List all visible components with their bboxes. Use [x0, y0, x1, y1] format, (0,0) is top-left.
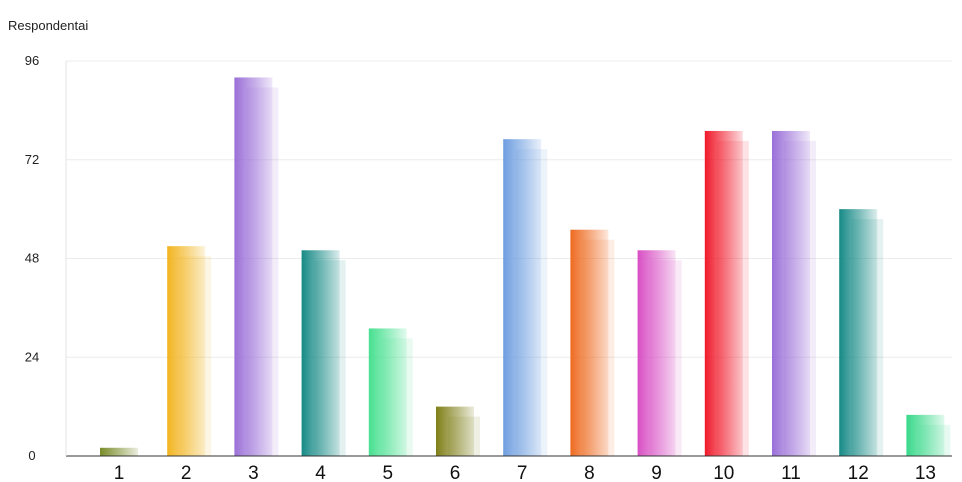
y-axis-title: Respondentai	[8, 18, 88, 33]
bar	[906, 414, 945, 456]
bar	[839, 209, 878, 456]
bar	[503, 139, 542, 457]
x-tick-label: 9	[651, 463, 662, 482]
bar	[167, 246, 206, 456]
y-tick-label: 96	[25, 53, 39, 68]
x-tick-labels: 1 2 3 4 5 6 7 8 9 10 11 12 13	[114, 463, 936, 482]
x-tick-label: 12	[848, 463, 869, 482]
x-tick-label: 4	[315, 463, 326, 482]
x-tick-label: 3	[248, 463, 259, 482]
bar	[234, 77, 273, 456]
bar	[570, 229, 609, 456]
x-tick-label: 7	[517, 463, 528, 482]
x-tick-label: 1	[114, 463, 125, 482]
x-tick-label: 2	[181, 463, 192, 482]
bar	[100, 447, 138, 456]
y-tick-label: 24	[25, 349, 39, 364]
x-tick-label: 6	[450, 463, 461, 482]
bar	[637, 250, 676, 456]
bar	[436, 406, 474, 456]
bar	[704, 130, 743, 456]
x-tick-label: 5	[383, 463, 394, 482]
x-tick-label: 11	[781, 463, 801, 482]
x-tick-label: 10	[713, 463, 734, 482]
bar	[772, 130, 810, 456]
y-tick-labels: 0 24 48 72 96	[25, 53, 39, 463]
y-tick-label: 72	[25, 152, 39, 167]
bar	[368, 328, 407, 456]
bar	[301, 250, 340, 456]
bars	[100, 77, 951, 457]
x-tick-label: 8	[584, 463, 595, 482]
y-tick-label: 48	[25, 251, 39, 266]
x-tick-label: 13	[915, 463, 936, 482]
y-tick-label: 0	[28, 448, 35, 463]
